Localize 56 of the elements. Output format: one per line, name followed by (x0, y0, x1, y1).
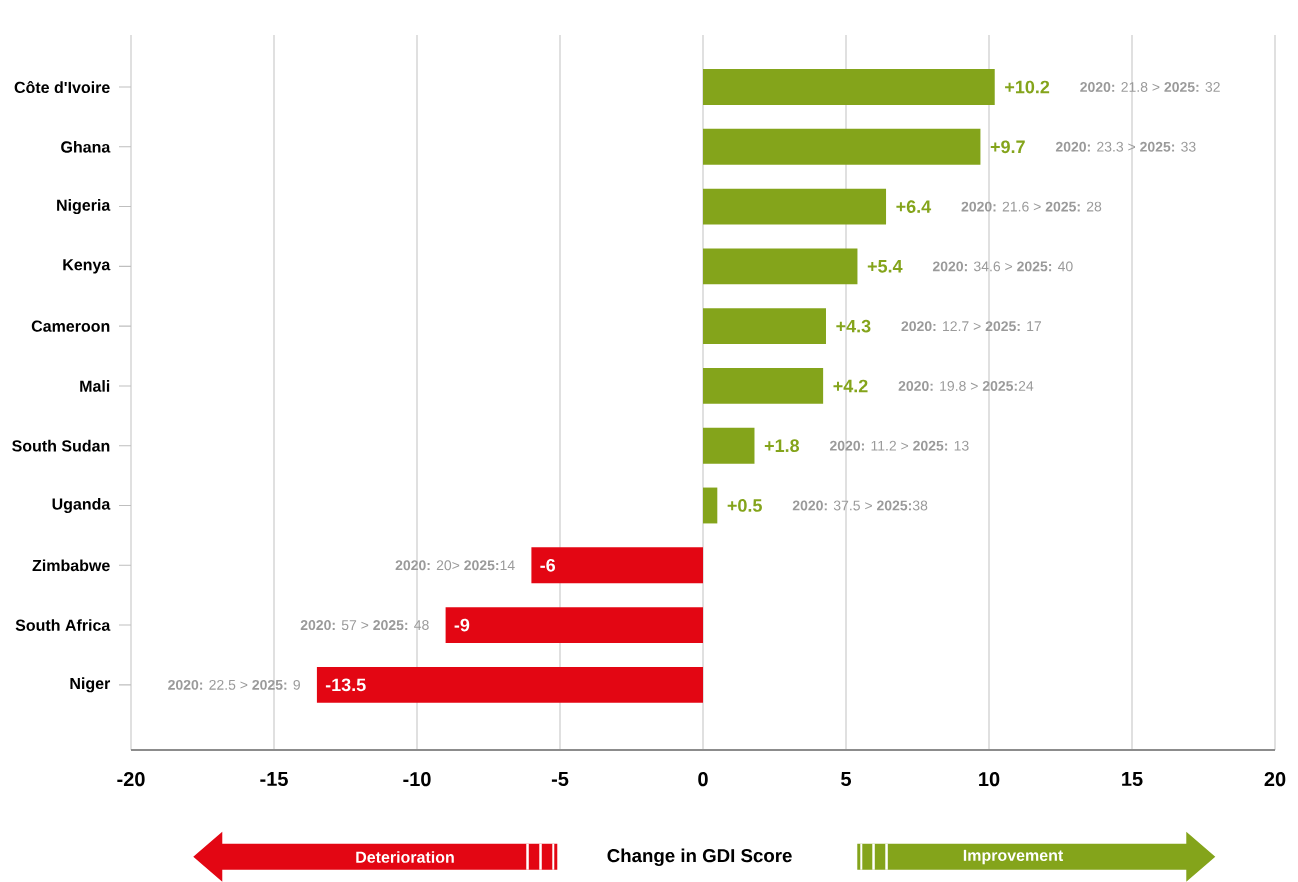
annotation: 2020: 37.5 > 2025:38 (792, 500, 928, 511)
x-tick-label: 0 (698, 772, 708, 787)
x-tick-label: -20 (117, 772, 145, 787)
x-tick-label: 5 (841, 772, 852, 786)
bar (703, 188, 887, 225)
y-tick-label: Nigeria (57, 199, 111, 215)
x-tick-label: -15 (260, 772, 288, 786)
data-label: +4.2 (833, 379, 868, 393)
bar (703, 248, 858, 285)
bar (703, 308, 826, 345)
bar (703, 367, 824, 404)
annotation: 2020: 23.3 > 2025: 33 (1055, 141, 1196, 152)
data-label: -6 (540, 558, 556, 572)
x-axis-title: Change in GDI Score (607, 848, 792, 866)
bar (531, 547, 704, 584)
bar (703, 487, 718, 524)
annotation: 2020: 12.7 > 2025: 17 (901, 321, 1042, 332)
data-label: +5.4 (867, 260, 903, 273)
y-tick-label: Zimbabwe (32, 559, 110, 572)
y-tick-label: Uganda (52, 498, 111, 513)
y-tick-label: Mali (80, 380, 110, 392)
annotation: 2020: 21.8 > 2025: 32 (1080, 82, 1220, 92)
x-tick-label: 10 (979, 772, 1000, 787)
y-tick-label: South Africa (15, 619, 111, 631)
bar (316, 666, 704, 703)
bar (445, 607, 704, 643)
text: Deterioration (356, 851, 454, 863)
data-label: +6.4 (896, 200, 932, 213)
data-label: +4.3 (836, 319, 871, 333)
data-label: +9.7 (990, 140, 1025, 154)
data-label: +0.5 (727, 499, 762, 512)
x-tick-label: 20 (1264, 772, 1286, 787)
data-label: +10.2 (1005, 80, 1050, 94)
x-tick-label: 15 (1122, 772, 1143, 786)
annotation: 2020: 21.6 > 2025: 28 (961, 201, 1102, 212)
annotation: 2020: 19.8 > 2025:24 (898, 380, 1034, 391)
text: Improvement (963, 849, 1064, 865)
bar (703, 128, 981, 165)
data-label: -13.5 (325, 678, 366, 692)
bar (703, 69, 995, 105)
annotation: 2020: 11.2 > 2025: 13 (829, 440, 969, 451)
x-tick-label: -10 (403, 772, 431, 787)
data-label: -9 (454, 618, 470, 632)
annotation: 2020: 57 > 2025: 48 (300, 620, 429, 631)
y-tick-label: Côte d'Ivoire (14, 80, 110, 94)
x-tick-label: -5 (551, 772, 569, 786)
data-label: +1.8 (764, 439, 800, 453)
annotation: 2020: 34.6 > 2025: 40 (932, 261, 1073, 272)
bar (703, 427, 755, 464)
annotation: 2020: 20> 2025:14 (395, 560, 515, 571)
y-tick-label: Kenya (63, 259, 111, 274)
y-tick-label: Cameroon (31, 320, 110, 332)
annotation: 2020: 22.5 > 2025: 9 (168, 679, 300, 690)
y-tick-label: Ghana (61, 140, 111, 153)
y-tick-label: Niger (70, 677, 111, 693)
y-tick-label: South Sudan (12, 439, 110, 452)
